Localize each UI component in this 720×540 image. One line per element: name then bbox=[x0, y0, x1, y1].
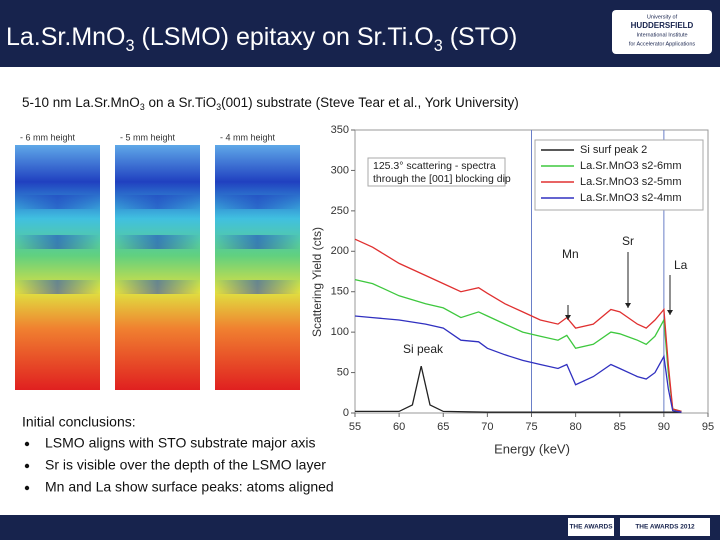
series-line bbox=[354, 315, 682, 413]
x-tick-label: 85 bbox=[614, 421, 626, 433]
arrow-head bbox=[565, 315, 571, 320]
logo-text: for Accelerator Applications bbox=[629, 41, 696, 47]
heatmap-band bbox=[15, 195, 100, 209]
conclusions-heading: Initial conclusions: bbox=[22, 414, 136, 430]
heatmap-band bbox=[215, 235, 300, 249]
slide-title-part: 3 bbox=[434, 37, 443, 55]
peak-label: Mn bbox=[562, 247, 579, 261]
subtitle-part: 5-10 nm La.Sr.MnO bbox=[22, 95, 140, 110]
bullet bbox=[24, 485, 30, 491]
peak-label: Sr bbox=[622, 234, 634, 248]
award-logo bbox=[620, 518, 710, 536]
logo-text: HUDDERSFIELD bbox=[631, 21, 694, 30]
heatmap-band bbox=[215, 195, 300, 209]
image-label: - 5 mm height bbox=[120, 132, 176, 142]
y-tick-label: 150 bbox=[331, 286, 349, 298]
annotation: through the [001] blocking dip bbox=[373, 173, 511, 185]
conclusion-bullet: Mn and La show surface peaks: atoms alig… bbox=[45, 479, 334, 495]
heatmap-band bbox=[215, 280, 300, 294]
arrow-head bbox=[625, 303, 631, 308]
annotation: 125.3° scattering - spectra bbox=[373, 160, 496, 172]
slide-title: La.Sr.MnO3 (LSMO) epitaxy on Sr.Ti.O3 (S… bbox=[6, 23, 517, 56]
heatmap-band bbox=[15, 280, 100, 294]
y-tick-label: 200 bbox=[331, 245, 349, 257]
y-tick-label: 250 bbox=[331, 205, 349, 217]
arrow-head bbox=[667, 310, 673, 315]
heatmap-band bbox=[115, 280, 200, 294]
header-bar bbox=[0, 0, 720, 67]
peak-label: Si peak bbox=[403, 342, 444, 356]
x-tick-label: 70 bbox=[481, 421, 493, 433]
slide-title-part: (LSMO) epitaxy on Sr.Ti.O bbox=[135, 23, 434, 51]
y-tick-label: 0 bbox=[343, 407, 349, 419]
award-text: THE AWARDS 2012 bbox=[635, 524, 695, 531]
subtitle-part: (001) substrate (Steve Tear et al., York… bbox=[221, 95, 519, 110]
x-tick-label: 55 bbox=[349, 421, 361, 433]
slide-title-part: La.Sr.MnO bbox=[6, 23, 126, 51]
slide-title-part: 3 bbox=[126, 37, 135, 55]
conclusion-bullet: Sr is visible over the depth of the LSMO… bbox=[45, 457, 326, 473]
heatmap bbox=[15, 145, 100, 390]
x-tick-label: 80 bbox=[570, 421, 582, 433]
peak-label: La bbox=[674, 258, 688, 272]
legend-label: Si surf peak 2 bbox=[580, 144, 647, 156]
image-label: - 4 mm height bbox=[220, 132, 276, 142]
bullet bbox=[24, 463, 30, 469]
x-axis-label: Energy (keV) bbox=[494, 441, 570, 456]
heatmap bbox=[215, 145, 300, 390]
y-tick-label: 50 bbox=[337, 366, 349, 378]
heatmap-band bbox=[115, 195, 200, 209]
heatmap-band bbox=[15, 235, 100, 249]
slide-title-part: (STO) bbox=[443, 23, 518, 51]
bullet bbox=[24, 441, 30, 447]
annotation-box bbox=[367, 157, 506, 187]
award-logo bbox=[568, 518, 614, 536]
y-tick-label: 100 bbox=[331, 326, 349, 338]
logo-text: International Institute bbox=[636, 32, 687, 38]
legend-label: La.Sr.MnO3 s2-5mm bbox=[580, 176, 681, 188]
subtitle-part: on a Sr.TiO bbox=[145, 95, 217, 110]
x-tick-label: 65 bbox=[437, 421, 449, 433]
subtitle: 5-10 nm La.Sr.MnO3 on a Sr.TiO3(001) sub… bbox=[22, 95, 519, 113]
logo bbox=[612, 10, 712, 54]
legend-label: La.Sr.MnO3 s2-4mm bbox=[580, 192, 681, 204]
legend-label: La.Sr.MnO3 s2-6mm bbox=[580, 160, 681, 172]
image-label: - 6 mm height bbox=[20, 132, 76, 142]
conclusion-bullet: LSMO aligns with STO substrate major axi… bbox=[45, 435, 316, 451]
logo-text: University of bbox=[647, 14, 678, 20]
subtitle-part: 3 bbox=[140, 102, 145, 112]
x-tick-label: 95 bbox=[702, 421, 714, 433]
y-tick-label: 300 bbox=[331, 164, 349, 176]
x-tick-label: 75 bbox=[525, 421, 537, 433]
series-line bbox=[354, 238, 682, 413]
x-tick-label: 60 bbox=[393, 421, 405, 433]
series-line bbox=[355, 365, 682, 413]
subtitle-part: 3 bbox=[216, 102, 221, 112]
award-text: THE AWARDS bbox=[569, 524, 613, 531]
y-tick-label: 350 bbox=[331, 124, 349, 136]
heatmap bbox=[115, 145, 200, 390]
x-tick-label: 90 bbox=[658, 421, 670, 433]
heatmap-band bbox=[115, 235, 200, 249]
y-axis-label: Scattering Yield (cts) bbox=[310, 227, 324, 337]
series-line bbox=[354, 278, 682, 413]
